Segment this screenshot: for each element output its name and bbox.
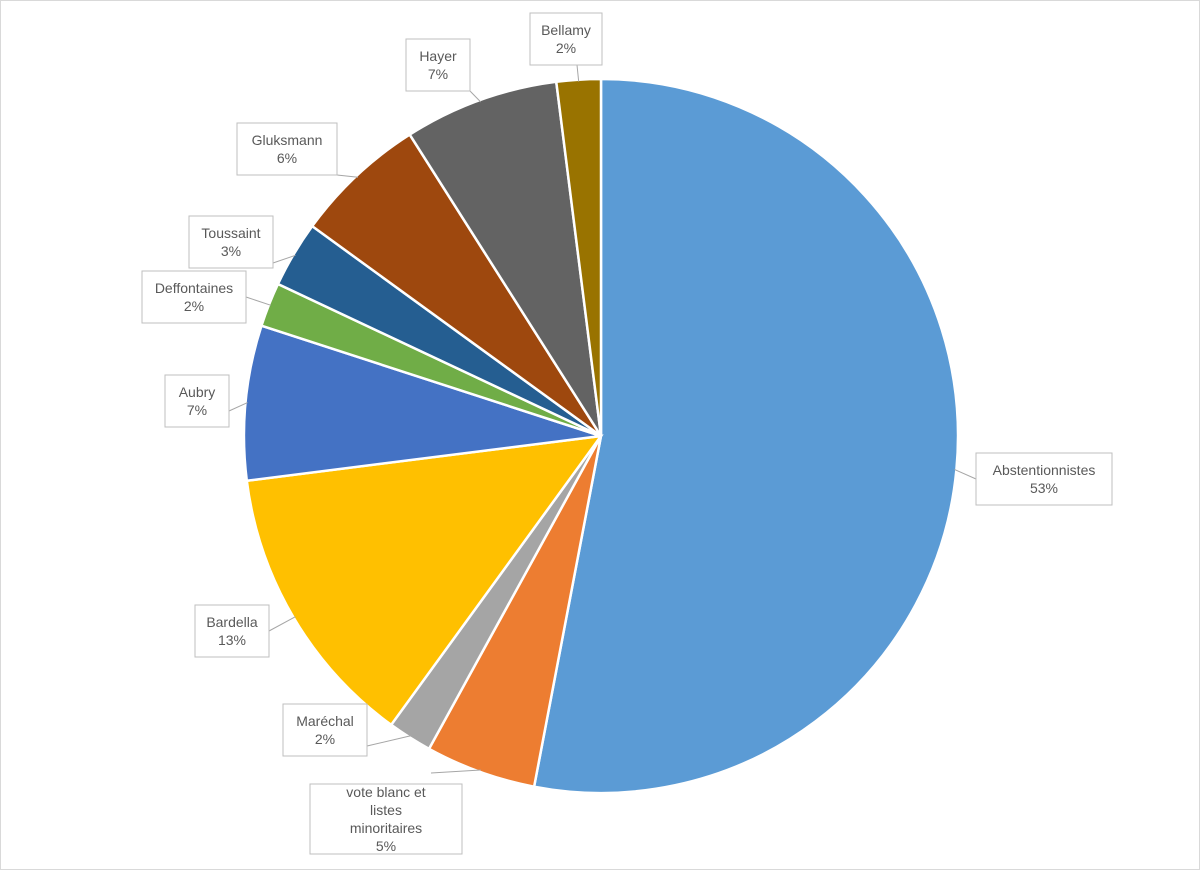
data-label-bellamy: Bellamy 2% [529, 12, 603, 66]
data-label-category: Gluksmann [252, 132, 323, 148]
data-label-vote-blanc-et-listes-minoritaires: vote blanc et listes minoritaires 5% [309, 783, 463, 855]
data-label-marechal: Maréchal 2% [282, 703, 368, 757]
data-label-aubry: Aubry 7% [164, 374, 230, 428]
data-label-category: Bardella [206, 614, 258, 630]
data-label-abstentionnistes: Abstentionnistes 53% [975, 452, 1113, 506]
leader-line-toussaint [272, 254, 296, 264]
slice-gluksmann [310, 132, 603, 438]
label-box [975, 452, 1113, 506]
data-label-value: 6% [277, 150, 297, 166]
data-label-value: 7% [428, 66, 448, 82]
label-box [282, 703, 368, 757]
label-box [141, 270, 247, 324]
data-label-value: 7% [187, 402, 207, 418]
label-box [529, 12, 603, 66]
leader-line-abstentionnistes [954, 468, 977, 480]
leader-line-gluksmann [336, 174, 359, 178]
data-label-hayer: Hayer 7% [405, 38, 471, 92]
data-label-category: Maréchal [296, 713, 354, 729]
data-label-toussaint: Toussaint 3% [188, 215, 274, 269]
slice-hayer [407, 80, 603, 437]
data-label-category: Aubry [179, 384, 216, 400]
leader-line-deffontaines [245, 296, 272, 306]
data-label-value: 2% [184, 298, 204, 314]
data-label-value: 2% [315, 731, 335, 747]
data-label-value: 53% [1030, 480, 1058, 496]
leader-line-hayer [469, 90, 482, 103]
data-label-value: 13% [218, 632, 246, 648]
data-label-category: Toussaint [201, 225, 260, 241]
leader-lines [228, 64, 977, 774]
pie-slices [242, 77, 960, 795]
data-label-category: Bellamy [541, 22, 591, 38]
slice-abstentionnistes [532, 77, 960, 795]
label-box [236, 122, 338, 176]
data-label-category: vote blanc et [346, 784, 425, 800]
leader-line-bellamy [576, 64, 580, 82]
data-label-value: 3% [221, 243, 241, 259]
leader-line-marechal [366, 735, 411, 747]
leader-line-bardella [268, 616, 296, 632]
data-label-value: 2% [556, 40, 576, 56]
data-label-category: Abstentionnistes [993, 462, 1096, 478]
label-box [164, 374, 230, 428]
data-label-category: Deffontaines [155, 280, 233, 296]
data-label-gluksmann: Gluksmann 6% [236, 122, 338, 176]
data-label-category: listes [370, 802, 402, 818]
label-box [309, 783, 463, 855]
data-label-value: 5% [376, 838, 396, 854]
leader-line-aubry [228, 402, 248, 412]
slice-aubry [242, 324, 602, 483]
data-label-bardella: Bardella 13% [194, 604, 270, 658]
data-label-category: minoritaires [350, 820, 422, 836]
data-label-category: Hayer [419, 48, 457, 64]
data-labels: Abstentionnistes 53% vote blanc et listes mi… [141, 12, 1113, 855]
label-box [405, 38, 471, 92]
label-box [194, 604, 270, 658]
leader-line-vote-blanc-et-listes-minoritaires [430, 769, 481, 774]
data-label-deffontaines: Deffontaines 2% [141, 270, 247, 324]
label-box [188, 215, 274, 269]
